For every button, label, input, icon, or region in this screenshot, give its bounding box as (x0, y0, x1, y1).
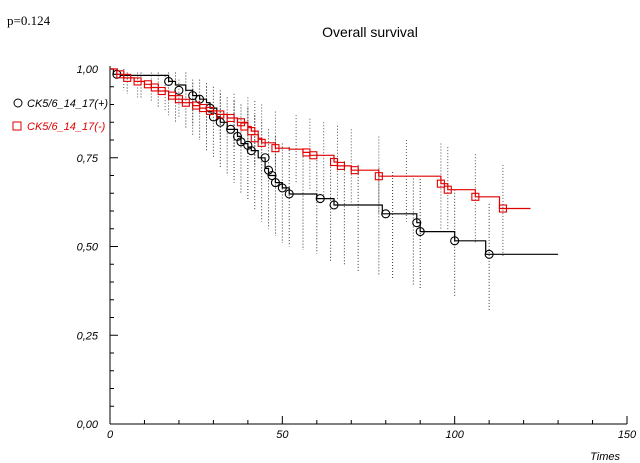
legend-label-positive: CK5/6_14_17(+) (27, 98, 108, 110)
censor-marker (336, 161, 345, 170)
censor-marker (246, 146, 256, 156)
y-tick-label: 1,00 (77, 64, 99, 76)
censor-marker (270, 178, 280, 188)
legend-item-positive: CK5/6_14_17(+) (13, 98, 108, 110)
censor-marker (133, 77, 142, 86)
censor-marker (257, 138, 266, 147)
censor-marker (260, 153, 270, 163)
censor-marker (436, 179, 445, 188)
censor-marker (216, 110, 225, 119)
censor-marker (267, 170, 277, 181)
p-value: p=0.124 (7, 13, 51, 28)
censor-marker (284, 189, 294, 199)
chart-title: Overall survival (322, 24, 418, 40)
censor-marker (450, 236, 460, 246)
censor-marker (174, 85, 184, 95)
y-tick-label: 0,25 (77, 330, 99, 342)
censor-marker (157, 86, 166, 96)
censor-marker (205, 106, 215, 115)
censor-marker (226, 124, 236, 134)
censor-marker (471, 192, 480, 201)
censor-marker (350, 166, 359, 175)
x-axis-label: Times (590, 451, 620, 463)
censor-marker (374, 172, 383, 181)
confidence-intervals (123, 69, 504, 311)
censor-marker (381, 209, 391, 219)
axes (109, 66, 627, 425)
axis-ticks: 0 50 100 150 0,00 0,25 0,50 0,75 1,00 (77, 64, 637, 441)
y-tick-label: 0,50 (77, 242, 99, 254)
circle-marker-icon (13, 98, 23, 108)
x-tick-label: 50 (276, 429, 289, 441)
survival-line-positive (110, 68, 559, 255)
square-marker-icon (12, 121, 22, 131)
legend-label-negative: CK5/6_14_17(-) (27, 121, 106, 133)
censor-marker (315, 194, 325, 204)
censor-marker (443, 185, 452, 194)
censor-marker (309, 151, 318, 160)
censor-marker (415, 227, 425, 237)
censor-marker (123, 73, 132, 82)
survival-curves (110, 68, 559, 259)
censor-marker (484, 249, 494, 259)
legend: CK5/6_14_17(+) CK5/6_14_17(-) (12, 98, 108, 133)
censor-marker (329, 200, 339, 210)
censor-marker (181, 98, 190, 107)
censor-marker (236, 137, 246, 147)
y-tick-label: 0,00 (77, 419, 99, 431)
survival-line-negative (110, 68, 531, 210)
censor-marker (226, 113, 235, 123)
x-tick-label: 150 (618, 429, 637, 441)
censor-marker (164, 76, 174, 86)
legend-item-negative: CK5/6_14_17(-) (12, 121, 106, 133)
y-tick-label: 0,75 (77, 153, 99, 165)
censor-marker (412, 218, 422, 228)
censor-marker (271, 144, 280, 153)
censor-marker (498, 204, 507, 213)
censor-marker (188, 91, 198, 101)
x-tick-label: 100 (445, 429, 464, 441)
censor-marker (277, 183, 287, 193)
censor-marker (250, 134, 259, 143)
x-tick-label: 0 (107, 429, 114, 441)
censor-marker (240, 122, 249, 131)
